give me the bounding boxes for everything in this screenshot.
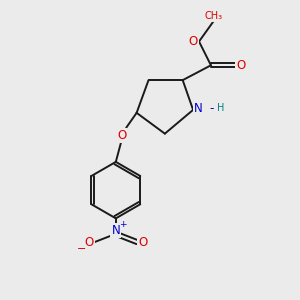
Text: O: O — [138, 236, 147, 249]
Text: O: O — [188, 35, 198, 48]
Text: O: O — [84, 236, 94, 249]
Text: O: O — [117, 129, 126, 142]
Text: +: + — [118, 220, 126, 229]
Text: O: O — [236, 59, 245, 72]
Text: CH₃: CH₃ — [205, 11, 223, 21]
Text: N: N — [194, 102, 203, 115]
Text: -: - — [209, 102, 214, 115]
Text: −: − — [76, 244, 86, 254]
Text: H: H — [217, 103, 224, 113]
Text: N: N — [111, 224, 120, 237]
